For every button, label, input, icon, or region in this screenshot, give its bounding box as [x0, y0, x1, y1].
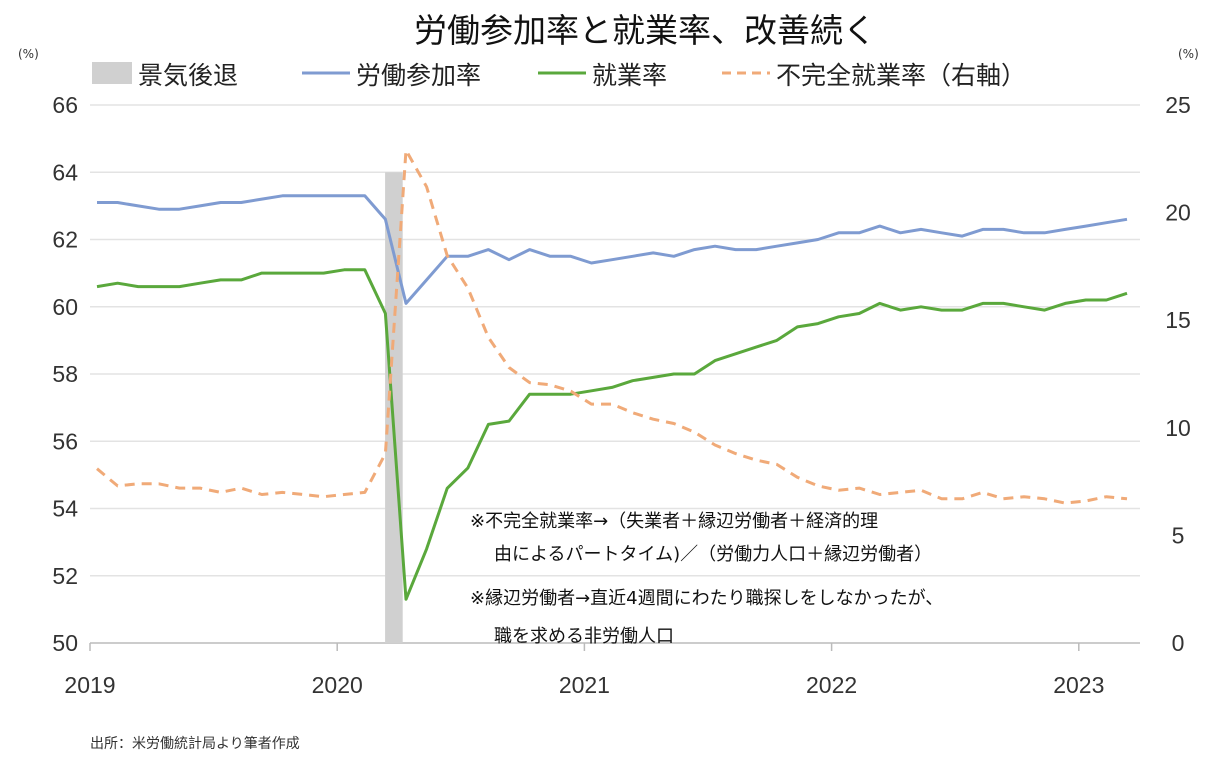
- left-tick-label: 56: [52, 428, 78, 454]
- annotation-line: ※縁辺労働者→直近4週間にわたり職探しをしなかったが、: [470, 588, 943, 609]
- left-tick-label: 58: [52, 361, 78, 387]
- x-axis: 2019 2020 2021 2022 2023: [64, 643, 1104, 698]
- source-note: 出所：米労働統計局より筆者作成: [90, 736, 300, 752]
- legend-label-recession: 景気後退: [138, 61, 238, 90]
- right-tick-label: 5: [1172, 522, 1185, 548]
- legend-swatch-recession: [92, 62, 132, 84]
- left-tick-label: 60: [52, 294, 78, 320]
- chart-title: 労働参加率と就業率、改善続く: [414, 11, 876, 50]
- left-tick-label: 52: [52, 563, 78, 589]
- series-layer: [96, 148, 1128, 601]
- legend-label-u6: 不完全就業率（右軸）: [776, 61, 1026, 90]
- right-tick-label: 25: [1165, 92, 1191, 118]
- left-tick-label: 66: [52, 92, 78, 118]
- gridlines: [90, 104, 1140, 644]
- right-tick-label: 0: [1172, 630, 1185, 656]
- left-axis: 50 52 54 56 58 60 62 64 66: [52, 92, 78, 656]
- right-tick-label: 15: [1165, 307, 1191, 333]
- left-tick-label: 50: [52, 630, 78, 656]
- right-tick-label: 20: [1165, 200, 1191, 226]
- annotation-note: ※不完全就業率→（失業者＋縁辺労働者＋経済的理 由によるパートタイム)／（労働力…: [470, 511, 943, 647]
- series-line-0: [97, 194, 1128, 305]
- left-axis-unit: (%): [18, 47, 39, 61]
- right-axis-unit: (%): [1178, 47, 1199, 61]
- legend-label-epop: 就業率: [592, 61, 667, 90]
- x-tick-label: 2021: [559, 672, 610, 698]
- right-axis: 0 5 10 15 20 25: [1165, 92, 1191, 656]
- left-tick-label: 54: [52, 496, 78, 522]
- recession-band: [385, 172, 403, 643]
- left-tick-label: 64: [52, 159, 78, 185]
- annotation-line: 職を求める非労働人口: [494, 626, 674, 647]
- series-line-2: [96, 148, 1128, 505]
- x-tick-label: 2019: [64, 672, 115, 698]
- recession-band-layer: [385, 172, 403, 643]
- x-tick-label: 2022: [806, 672, 857, 698]
- annotation-line: 由によるパートタイム)／（労働力人口＋縁辺労働者）: [494, 544, 932, 565]
- left-tick-label: 62: [52, 227, 78, 253]
- annotation-line: ※不完全就業率→（失業者＋縁辺労働者＋経済的理: [470, 511, 878, 532]
- legend: 景気後退 労働参加率 就業率 不完全就業率（右軸）: [92, 61, 1026, 90]
- right-tick-label: 10: [1165, 415, 1191, 441]
- x-tick-label: 2020: [312, 672, 363, 698]
- legend-label-lfpr: 労働参加率: [356, 61, 481, 90]
- x-tick-label: 2023: [1053, 672, 1104, 698]
